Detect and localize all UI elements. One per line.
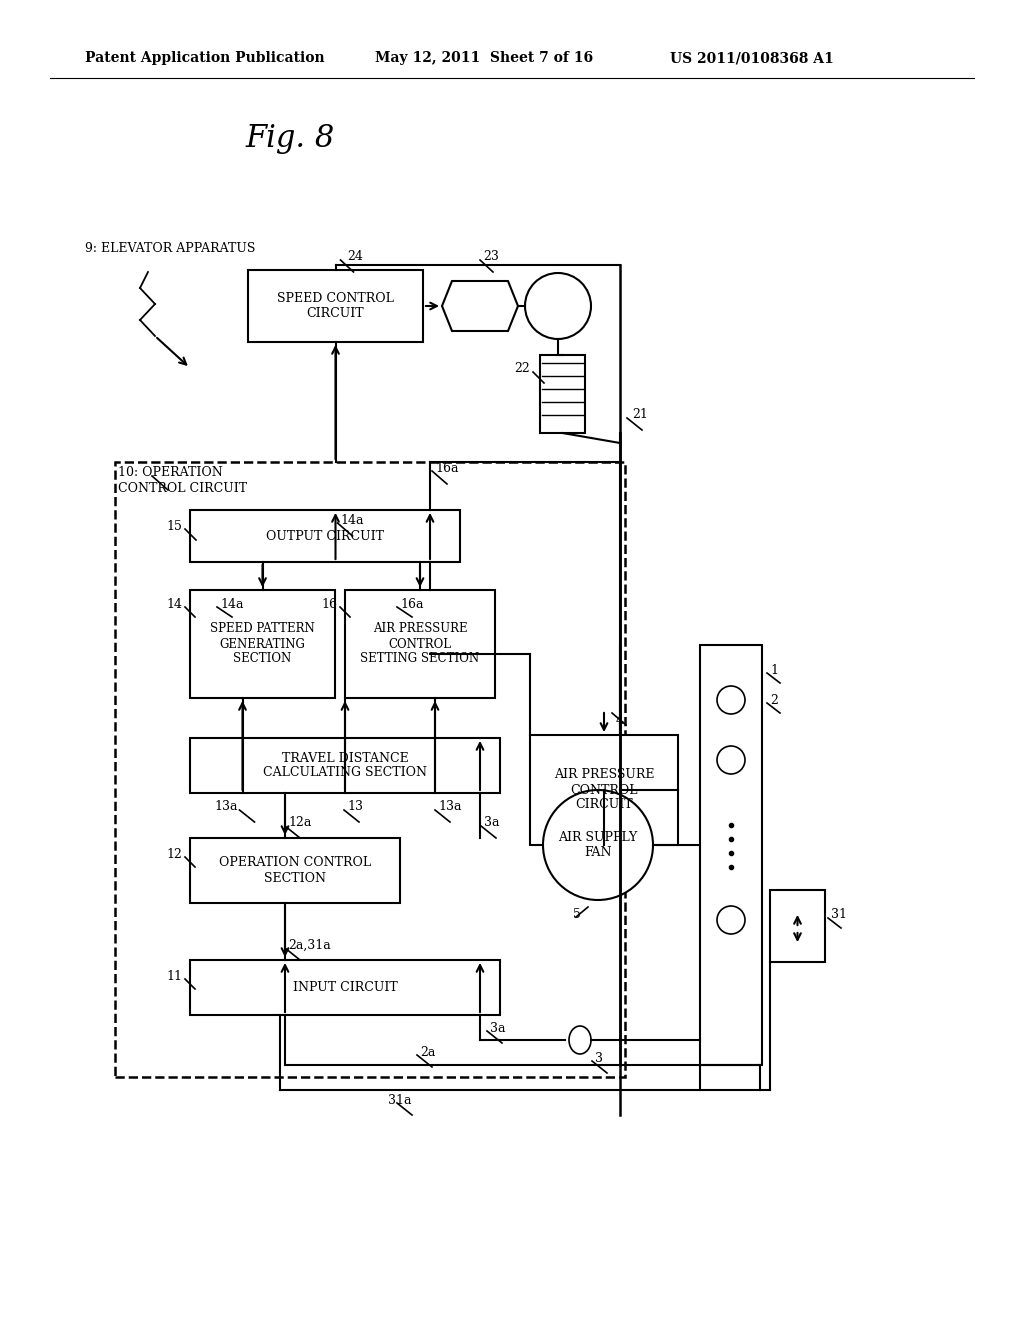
Bar <box>770 890 825 962</box>
Text: 14a: 14a <box>341 513 364 527</box>
Text: Fig. 8: Fig. 8 <box>246 123 335 153</box>
Circle shape <box>717 746 745 774</box>
Text: 13a: 13a <box>438 800 462 813</box>
Text: 3a: 3a <box>484 817 500 829</box>
Text: 16a: 16a <box>400 598 424 610</box>
Text: 2a: 2a <box>420 1045 435 1059</box>
Bar <box>115 462 625 1077</box>
Ellipse shape <box>569 1026 591 1053</box>
Text: 3: 3 <box>595 1052 603 1064</box>
Text: 16: 16 <box>321 598 337 610</box>
Text: 23: 23 <box>483 251 499 264</box>
Circle shape <box>717 686 745 714</box>
Bar <box>530 735 678 845</box>
Polygon shape <box>442 281 518 331</box>
Bar <box>540 355 585 433</box>
Bar <box>190 838 400 903</box>
Text: 14: 14 <box>166 598 182 610</box>
Text: 12a: 12a <box>288 817 311 829</box>
Text: CONTROL CIRCUIT: CONTROL CIRCUIT <box>118 482 247 495</box>
Text: TRAVEL DISTANCE
CALCULATING SECTION: TRAVEL DISTANCE CALCULATING SECTION <box>263 751 427 780</box>
Text: 15: 15 <box>166 520 182 532</box>
Text: 5: 5 <box>573 908 581 920</box>
Text: 16a: 16a <box>435 462 459 474</box>
Circle shape <box>543 789 653 900</box>
Circle shape <box>717 906 745 935</box>
Bar <box>190 510 460 562</box>
Text: SPEED PATTERN
GENERATING
SECTION: SPEED PATTERN GENERATING SECTION <box>210 623 314 665</box>
Circle shape <box>525 273 591 339</box>
Text: 24: 24 <box>347 251 364 264</box>
Text: US 2011/0108368 A1: US 2011/0108368 A1 <box>670 51 834 65</box>
Bar <box>190 590 335 698</box>
Bar <box>700 645 762 1065</box>
Text: 4: 4 <box>616 714 624 726</box>
Bar <box>190 738 500 793</box>
Text: 11: 11 <box>166 969 182 982</box>
Text: OUTPUT CIRCUIT: OUTPUT CIRCUIT <box>266 529 384 543</box>
Text: 31: 31 <box>831 908 847 921</box>
Text: 13: 13 <box>347 800 362 813</box>
Text: 22: 22 <box>514 363 530 375</box>
Text: May 12, 2011  Sheet 7 of 16: May 12, 2011 Sheet 7 of 16 <box>375 51 593 65</box>
Text: 10: OPERATION: 10: OPERATION <box>118 466 223 479</box>
Text: 21: 21 <box>632 408 648 421</box>
Text: OPERATION CONTROL
SECTION: OPERATION CONTROL SECTION <box>219 857 371 884</box>
Text: 9: ELEVATOR APPARATUS: 9: ELEVATOR APPARATUS <box>85 242 255 255</box>
Text: AIR SUPPLY
FAN: AIR SUPPLY FAN <box>558 832 638 859</box>
Bar <box>190 960 500 1015</box>
Bar <box>345 590 495 698</box>
Text: 3a: 3a <box>490 1022 506 1035</box>
Bar <box>248 271 423 342</box>
Text: INPUT CIRCUIT: INPUT CIRCUIT <box>293 981 397 994</box>
Text: AIR PRESSURE
CONTROL
SETTING SECTION: AIR PRESSURE CONTROL SETTING SECTION <box>360 623 479 665</box>
Text: 14a: 14a <box>220 598 244 610</box>
Text: SPEED CONTROL
CIRCUIT: SPEED CONTROL CIRCUIT <box>278 292 394 319</box>
Text: 2: 2 <box>770 693 778 706</box>
Text: 1: 1 <box>770 664 778 676</box>
Text: Patent Application Publication: Patent Application Publication <box>85 51 325 65</box>
Text: 13a: 13a <box>214 800 238 813</box>
Text: 2a,31a: 2a,31a <box>288 939 331 952</box>
Text: 31a: 31a <box>388 1093 412 1106</box>
Text: 12: 12 <box>166 847 182 861</box>
Text: AIR PRESSURE
CONTROL
CIRCUIT: AIR PRESSURE CONTROL CIRCUIT <box>554 768 654 812</box>
